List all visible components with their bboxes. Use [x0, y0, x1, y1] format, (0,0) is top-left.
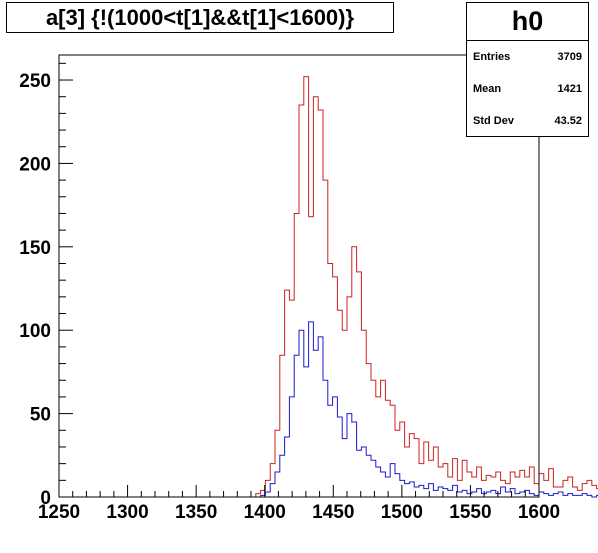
stats-value-stddev: 43.52	[554, 115, 582, 127]
x-tick-label: 1250	[38, 502, 80, 523]
x-tick-label: 1450	[312, 502, 354, 523]
x-tick-label: 1400	[244, 502, 286, 523]
y-tick-label: 150	[19, 238, 51, 259]
stats-label-mean: Mean	[473, 83, 502, 95]
y-tick-label: 0	[40, 488, 51, 509]
chart-title-text: a[3] {!(1000<t[1]&&t[1]<1600)}	[45, 4, 355, 30]
y-tick-label: 50	[30, 405, 51, 426]
stats-histogram-name: h0	[467, 3, 588, 41]
histogram-series-1	[59, 321, 598, 498]
stats-label-stddev: Std Dev	[473, 115, 514, 127]
y-tick-label: 100	[19, 321, 51, 342]
x-tick-label: 1350	[175, 502, 217, 523]
y-tick-label: 250	[19, 71, 51, 92]
x-tick-label: 1550	[449, 502, 491, 523]
stats-box: h0 Entries 3709 Mean 1421 Std Dev 43.52	[466, 2, 589, 137]
x-tick-label: 1500	[381, 502, 423, 523]
chart-title: a[3] {!(1000<t[1]&&t[1]<1600)}	[6, 2, 394, 33]
y-tick-label: 200	[19, 154, 51, 175]
x-tick-label: 1300	[106, 502, 148, 523]
stats-label-entries: Entries	[473, 51, 511, 63]
plot-frame	[58, 54, 540, 498]
stats-row-mean: Mean 1421	[467, 73, 588, 105]
stats-value-entries: 3709	[557, 51, 582, 63]
histogram-series-0	[59, 76, 598, 498]
x-tick-label: 1600	[518, 502, 560, 523]
stats-row-stddev: Std Dev 43.52	[467, 105, 588, 137]
stats-row-entries: Entries 3709	[467, 41, 588, 73]
stats-value-mean: 1421	[557, 83, 582, 95]
